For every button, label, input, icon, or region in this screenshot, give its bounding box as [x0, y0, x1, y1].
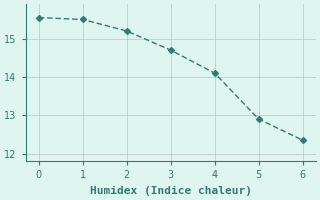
X-axis label: Humidex (Indice chaleur): Humidex (Indice chaleur) [90, 186, 252, 196]
